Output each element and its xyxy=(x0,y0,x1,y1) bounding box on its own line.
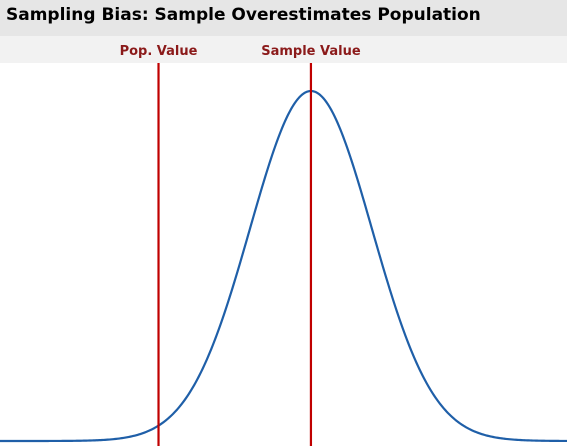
title-bar: Sampling Bias: Sample Overestimates Popu… xyxy=(0,0,567,36)
chart-title: Sampling Bias: Sample Overestimates Popu… xyxy=(6,5,481,25)
density-curve-0 xyxy=(0,89,567,443)
reference-line-label-1: Sample Value xyxy=(261,44,361,59)
reference-line-label-0: Pop. Value xyxy=(120,44,198,59)
label-strip xyxy=(0,36,567,63)
